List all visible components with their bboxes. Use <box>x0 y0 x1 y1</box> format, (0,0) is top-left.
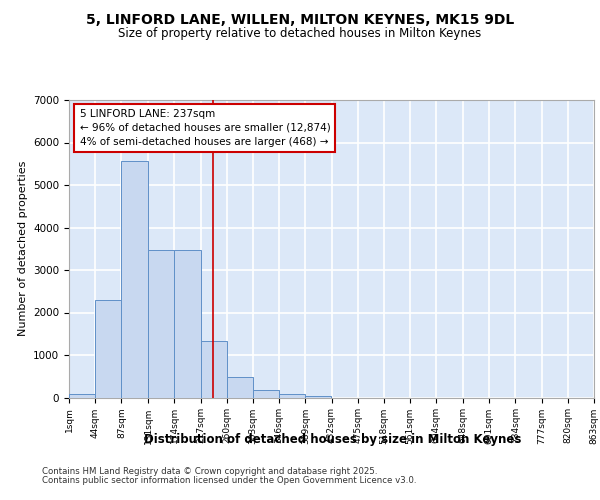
Text: 5 LINFORD LANE: 237sqm
← 96% of detached houses are smaller (12,874)
4% of semi-: 5 LINFORD LANE: 237sqm ← 96% of detached… <box>79 109 330 147</box>
Bar <box>200 340 227 398</box>
Bar <box>69 394 95 398</box>
Bar <box>279 394 305 398</box>
Bar <box>95 300 121 398</box>
Text: Contains public sector information licensed under the Open Government Licence v3: Contains public sector information licen… <box>42 476 416 485</box>
Bar <box>121 161 148 398</box>
Text: Size of property relative to detached houses in Milton Keynes: Size of property relative to detached ho… <box>118 28 482 40</box>
Text: Distribution of detached houses by size in Milton Keynes: Distribution of detached houses by size … <box>145 432 521 446</box>
Text: 5, LINFORD LANE, WILLEN, MILTON KEYNES, MK15 9DL: 5, LINFORD LANE, WILLEN, MILTON KEYNES, … <box>86 12 514 26</box>
Bar <box>305 396 331 398</box>
Text: Contains HM Land Registry data © Crown copyright and database right 2025.: Contains HM Land Registry data © Crown c… <box>42 468 377 476</box>
Bar <box>148 250 175 398</box>
Y-axis label: Number of detached properties: Number of detached properties <box>17 161 28 336</box>
Bar <box>175 250 200 398</box>
Bar <box>253 390 279 398</box>
Bar <box>227 378 253 398</box>
